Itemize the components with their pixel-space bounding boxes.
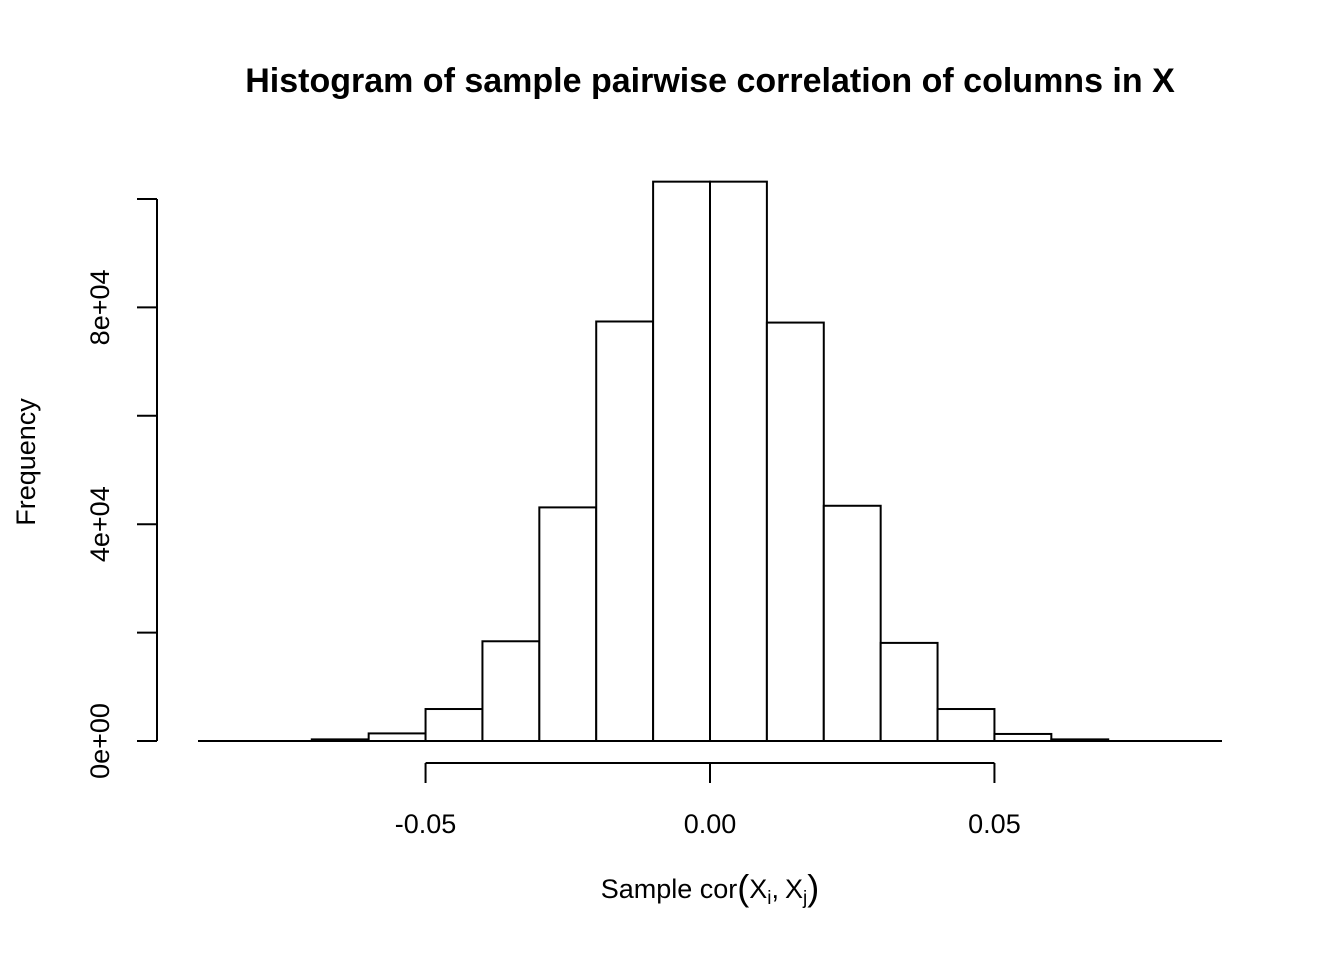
x-label-sep: ,	[772, 874, 780, 904]
x-label-var1: X	[749, 874, 767, 904]
x-label-prefix: Sample cor	[601, 874, 738, 904]
histogram-bar	[595, 320, 655, 742]
histogram-bar	[367, 732, 427, 742]
histogram-bar	[993, 732, 1053, 742]
histogram-bar	[765, 321, 825, 742]
x-tick-label: 0.05	[968, 809, 1021, 839]
chart-title: Histogram of sample pairwise correlation…	[245, 62, 1175, 100]
histogram-bar	[879, 641, 939, 743]
x-label-sub2: j	[802, 888, 807, 909]
y-axis-label: Frequency	[11, 398, 41, 526]
y-tick-label: 8e+04	[85, 269, 115, 345]
x-axis: -0.05 0.00 0.05	[395, 762, 1021, 839]
histogram-bar	[652, 180, 711, 742]
x-label-sub1: i	[767, 888, 771, 909]
histogram-bar	[822, 504, 882, 742]
histogram-bar	[481, 640, 541, 742]
x-label-var2: X	[785, 874, 803, 904]
y-axis: 0e+00 4e+04 8e+04	[85, 198, 158, 779]
histogram-bar	[936, 708, 996, 742]
x-label-open-paren: (	[737, 867, 749, 908]
x-label-close-paren: )	[807, 867, 819, 908]
histogram-bar	[538, 506, 598, 743]
histogram-bars	[310, 180, 1110, 743]
y-tick-label: 4e+04	[85, 486, 115, 562]
histogram-bar	[709, 180, 768, 742]
y-tick-label: 0e+00	[85, 703, 115, 779]
histogram-bar	[424, 708, 484, 742]
x-tick-label: -0.05	[395, 809, 457, 839]
x-axis-label: Sample cor(Xi, Xj)	[601, 867, 820, 909]
x-tick-label: 0.00	[684, 809, 737, 839]
